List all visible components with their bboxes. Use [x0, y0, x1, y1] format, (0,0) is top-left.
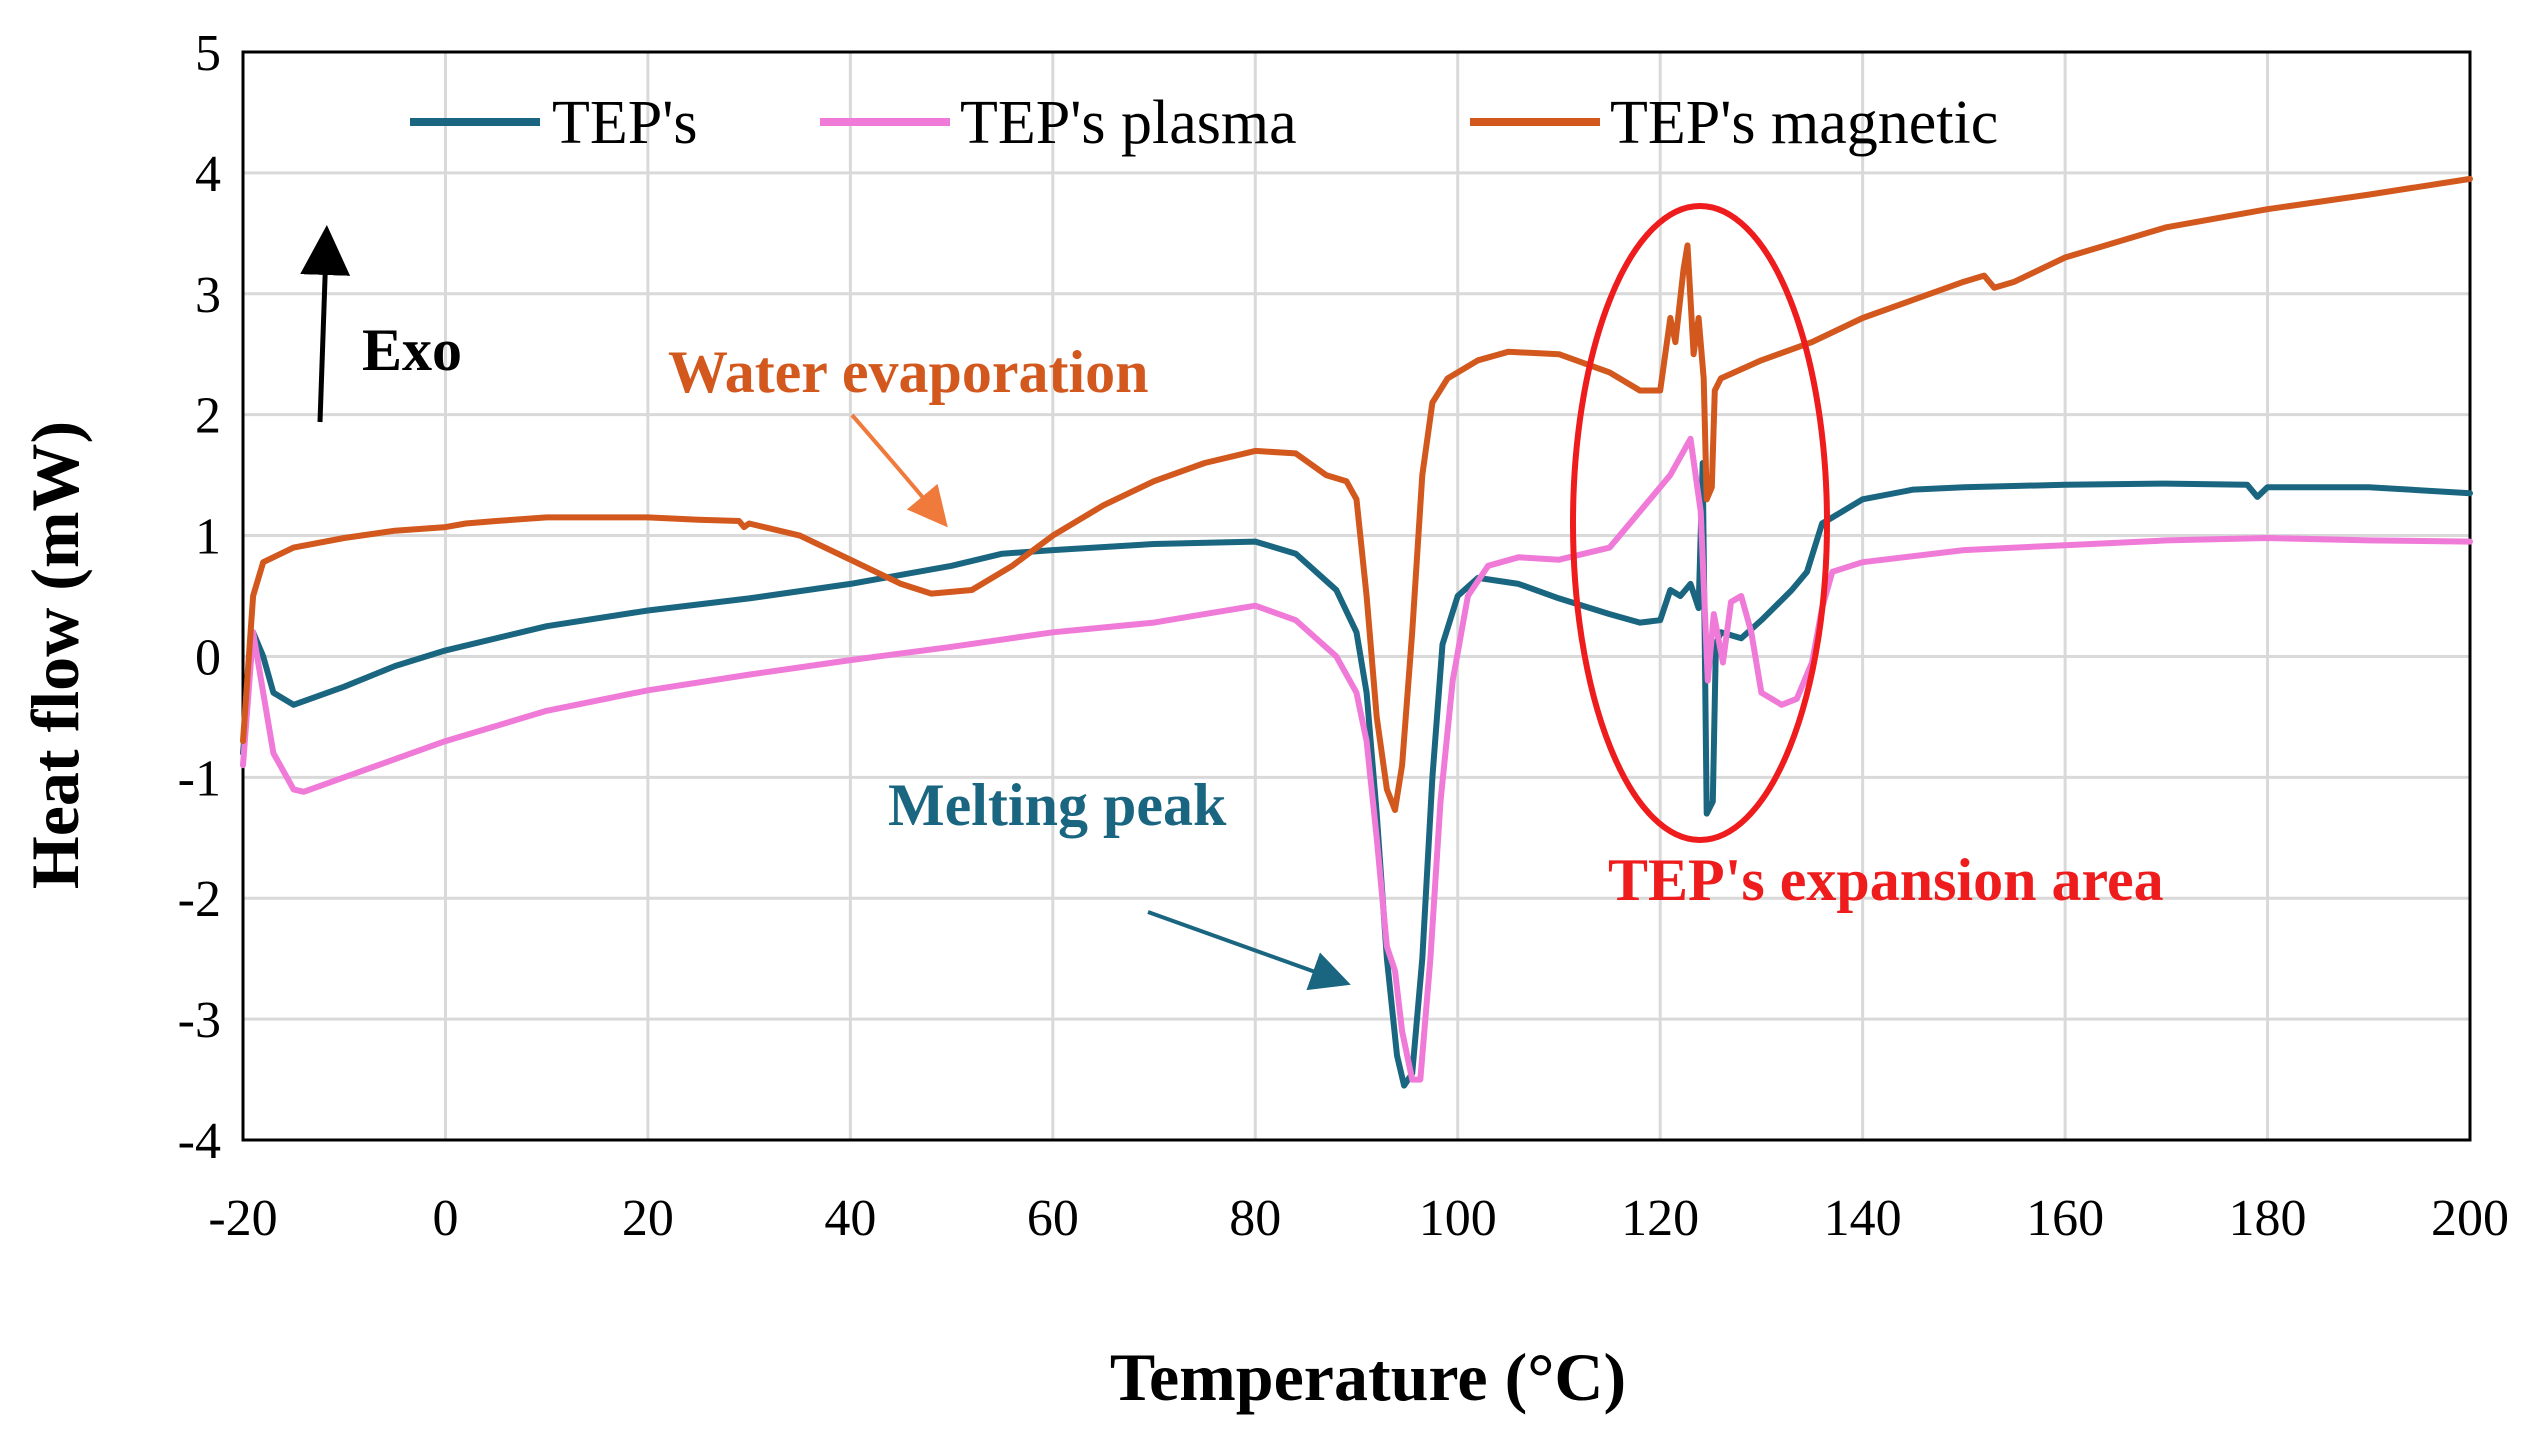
- water-evaporation-label: Water evaporation: [668, 339, 1149, 405]
- x-tick-label: 80: [1229, 1190, 1281, 1247]
- melting-peak-label: Melting peak: [888, 772, 1227, 838]
- series-line-teps-plasma: [240, 435, 2473, 1083]
- legend: TEP's TEP's plasma TEP's magnetic: [410, 89, 1998, 157]
- y-tick-label: 1: [195, 509, 221, 566]
- grid-layer: [241, 50, 2472, 1142]
- expansion-area-ellipse: [1570, 203, 1830, 843]
- x-tick-label: 200: [2431, 1190, 2509, 1247]
- legend-label-teps-magnetic: TEP's magnetic: [1610, 89, 1998, 157]
- x-tick-label: 60: [1027, 1190, 1079, 1247]
- y-tick-label: 5: [195, 25, 221, 82]
- x-tick-label: 0: [432, 1190, 458, 1247]
- y-tick-label: -1: [178, 750, 221, 807]
- x-tick-label: 100: [1419, 1190, 1497, 1247]
- exo-arrow: [300, 225, 351, 423]
- x-tick-label: 180: [2229, 1190, 2307, 1247]
- expansion-area-annotation: TEP's expansion area: [1570, 203, 2164, 913]
- x-tick-label: 120: [1621, 1190, 1699, 1247]
- y-tick-label: 2: [195, 388, 221, 445]
- y-tick-label: 3: [195, 267, 221, 324]
- x-axis-title: Temperature (°C): [1110, 1339, 1626, 1415]
- x-tick-labels: -20 0 20 40 60 80 100 120 140 160 180 200: [208, 1190, 2509, 1247]
- y-tick-label: -4: [178, 1113, 221, 1170]
- plot-frame: [241, 50, 2472, 1142]
- y-tick-labels: -4 -3 -2 -1 0 1 2 3 4 5: [178, 25, 221, 1170]
- y-tick-label: 4: [195, 146, 221, 203]
- x-tick-label: 140: [1824, 1190, 1902, 1247]
- x-tick-label: 40: [824, 1190, 876, 1247]
- y-axis-title: Heat flow (mW): [17, 421, 93, 889]
- series-line-teps: [240, 460, 2473, 1089]
- water-evaporation-arrow: [850, 413, 948, 528]
- y-tick-label: 0: [195, 629, 221, 686]
- exo-annotation: Exo: [300, 225, 462, 423]
- water-evaporation-annotation: Water evaporation: [668, 339, 1149, 528]
- series-line-teps-magnetic: [240, 175, 2473, 813]
- y-tick-label: -2: [178, 871, 221, 928]
- x-tick-label: 20: [622, 1190, 674, 1247]
- x-tick-label: 160: [2026, 1190, 2104, 1247]
- legend-label-teps: TEP's: [552, 89, 698, 157]
- exo-label: Exo: [362, 317, 462, 383]
- legend-label-teps-plasma: TEP's plasma: [960, 89, 1297, 157]
- x-tick-label: -20: [208, 1190, 277, 1247]
- melting-peak-arrow: [1147, 910, 1351, 991]
- expansion-area-label: TEP's expansion area: [1608, 847, 2164, 913]
- y-tick-label: -3: [178, 992, 221, 1049]
- melting-peak-annotation: Melting peak: [888, 772, 1351, 991]
- series-layer: [240, 175, 2473, 1089]
